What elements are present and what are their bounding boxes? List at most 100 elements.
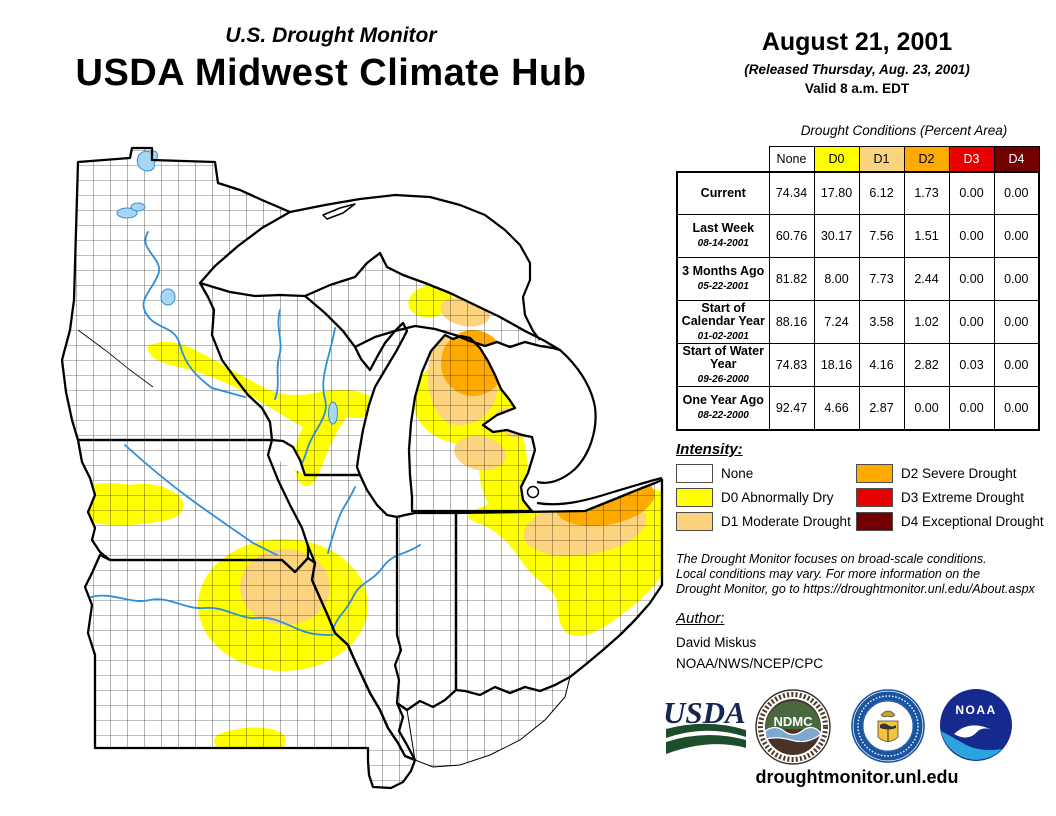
cell-value: 88.16	[768, 300, 815, 344]
cell-value: 0.00	[948, 171, 995, 215]
d4-swatch	[856, 512, 893, 531]
cell-value: 0.00	[993, 171, 1040, 215]
valid-time: Valid 8 a.m. EDT	[804, 81, 910, 96]
page-title: USDA Midwest Climate Hub	[75, 52, 587, 94]
table-caption: Drought Conditions (Percent Area)	[800, 123, 1008, 138]
row-label: Start of Water Year 09-26-2000	[676, 343, 770, 387]
cell-value: 60.76	[768, 214, 815, 258]
cell-value: 0.00	[948, 214, 995, 258]
cell-value: 0.00	[993, 257, 1040, 301]
row-label: Last Week 08-14-2001	[676, 214, 770, 258]
author-name: David Miskus	[676, 635, 757, 650]
cell-value: 2.82	[903, 343, 950, 387]
isle-royale	[322, 203, 356, 220]
row-label: Start of Calendar Year 01-02-2001	[676, 300, 770, 344]
river-rock	[327, 486, 356, 554]
lake-huron-shore	[536, 349, 597, 484]
row-sublabel: 01-02-2001	[697, 330, 749, 342]
legend-item-none: None	[676, 464, 856, 483]
author-heading: Author:	[676, 610, 725, 627]
legend-label: D1 Moderate Drought	[721, 514, 851, 529]
lakes-layer	[116, 150, 338, 425]
header-d2: D2	[903, 146, 950, 172]
header-d0: D0	[813, 146, 860, 172]
none-swatch	[676, 464, 713, 483]
map-date: August 21, 2001	[761, 28, 953, 56]
cell-value: 0.00	[948, 386, 995, 430]
noaa-logo-text: NOAA	[955, 703, 996, 717]
cell-value: 92.47	[768, 386, 815, 430]
noaa-logo: NOAA	[938, 687, 1014, 768]
cell-value: 74.34	[768, 171, 815, 215]
legend-title: Intensity:	[676, 441, 743, 458]
author-organization: NOAA/NWS/NCEP/CPC	[676, 656, 824, 671]
cell-value: 1.51	[903, 214, 950, 258]
cell-value: 0.00	[993, 214, 1040, 258]
cell-value: 1.02	[903, 300, 950, 344]
cell-value: 3.58	[858, 300, 905, 344]
legend-item-d3: D3 Extreme Drought	[856, 488, 1036, 507]
row-label: 3 Months Ago 05-22-2001	[676, 257, 770, 301]
row-sublabel: 09-26-2000	[697, 373, 749, 385]
table-header-row: None D0 D1 D2 D3 D4	[677, 146, 1040, 172]
usda-logo: USDA	[663, 695, 748, 765]
row-label: Current	[676, 171, 770, 215]
doc-eagle	[880, 710, 896, 718]
ndmc-river	[764, 726, 822, 743]
cell-value: 2.87	[858, 386, 905, 430]
rivers-layer	[87, 231, 421, 636]
river-des-moines	[124, 444, 278, 556]
drought-conditions-table: None D0 D1 D2 D3 D4 Current 74.34 17.80 …	[676, 146, 1040, 431]
row-label-text: Start of Water Year	[682, 343, 765, 371]
table-row: 3 Months Ago 05-22-2001 81.82 8.00 7.73 2…	[676, 257, 1040, 301]
cell-value: 4.16	[858, 343, 905, 387]
cell-value: 17.80	[813, 171, 860, 215]
page-subtitle: U.S. Drought Monitor	[225, 24, 437, 47]
cell-value: 0.03	[948, 343, 995, 387]
cell-value: 7.24	[813, 300, 860, 344]
river-missouri	[87, 594, 334, 636]
website-url: droughtmonitor.unl.edu	[755, 767, 959, 787]
river-illinois	[332, 544, 421, 630]
table-row: One Year Ago 08-22-2000 92.47 4.66 2.87 0…	[676, 386, 1040, 430]
cell-value: 6.12	[858, 171, 905, 215]
ndmc-logo: NDMC	[755, 689, 831, 770]
cell-value: 1.73	[903, 171, 950, 215]
row-label-text: One Year Ago	[682, 392, 764, 407]
noaa-seagull	[954, 725, 992, 738]
header-d3: D3	[948, 146, 995, 172]
legend-item-d0: D0 Abnormally Dry	[676, 488, 856, 507]
disclaimer-text: The Drought Monitor focuses on broad-sca…	[676, 552, 1035, 596]
lake-st-clair	[526, 485, 540, 499]
d3-swatch	[856, 488, 893, 507]
row-label-text: 3 Months Ago	[682, 264, 765, 278]
state-michigan-upper-peninsula	[304, 251, 562, 352]
usda-swoosh-upper	[666, 723, 746, 738]
cell-value: 0.00	[993, 343, 1040, 387]
lake-superior-north-shore	[289, 193, 541, 341]
legend-label: None	[721, 466, 754, 481]
row-sublabel: 08-22-2000	[697, 409, 749, 421]
cell-value: 30.17	[813, 214, 860, 258]
table-row: Start of Water Year 09-26-2000 74.83 18.1…	[676, 343, 1040, 387]
legend-item-d1: D1 Moderate Drought	[676, 512, 856, 531]
cell-value: 0.00	[993, 300, 1040, 344]
river-wisconsin	[297, 327, 336, 473]
river-mississippi-headwaters	[142, 231, 246, 398]
cell-value: 4.66	[813, 386, 860, 430]
doc-ship	[880, 723, 896, 730]
row-label: One Year Ago 08-22-2000	[676, 386, 770, 430]
intensity-legend: Intensity: None D0 Abnormally Dry D1 Mod…	[676, 441, 1044, 536]
date-block: August 21, 2001 (Released Thursday, Aug.…	[674, 28, 1040, 96]
lower-red-lake	[116, 207, 138, 219]
state-missouri	[83, 553, 417, 790]
river-chippewa	[274, 309, 282, 400]
noaa-wave	[941, 731, 1002, 760]
legend-label: D2 Severe Drought	[901, 466, 1017, 481]
table-row: Start of Calendar Year 01-02-2001 88.16 7…	[676, 300, 1040, 344]
usda-swoosh-lower	[666, 734, 746, 754]
d1-swatch	[676, 512, 713, 531]
cell-value: 0.00	[948, 300, 995, 344]
legend-item-d4: D4 Exceptional Drought	[856, 512, 1044, 531]
